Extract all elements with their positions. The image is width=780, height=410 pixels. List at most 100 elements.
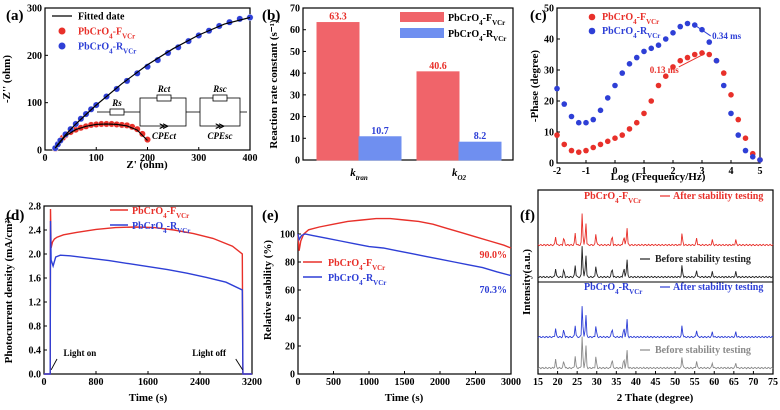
legend-blue-marker [588,27,596,35]
y-axis-label: Relative stability (%) [262,240,274,341]
x-tick-label: 45 [651,377,661,388]
x-tick-label: 2000 [430,377,450,388]
x-tick-label: 0 [43,153,48,164]
x-tick-label: 1 [642,166,647,177]
blue-data-point [662,36,669,42]
blue-data-point [757,157,763,163]
legend-rvcr: PbCrO4-RVCr [602,26,660,40]
x-tick-label: 300 [191,153,206,164]
series-line-rvcr [297,233,512,277]
x-tick-label: 3 [700,166,705,177]
x-tick-label: 20 [553,377,563,388]
x-axis-label: Time (s) [385,392,424,404]
y-tick-label: 0 [37,146,42,157]
x-axis-label: 2 Thate (degree) [617,392,694,404]
x-tick-label: 800 [89,377,104,388]
series-line-fvcr [297,217,512,251]
red-data-point [597,141,604,148]
series-line-rvcr [44,220,252,375]
x-tick-label: 2500 [466,377,486,388]
blue-data-point [561,101,568,107]
blue-data-point [597,107,604,114]
y-tick-label: 1.2 [29,298,42,309]
category-label: kO2 [452,167,467,182]
x-tick-label: 200 [140,153,155,164]
y-tick-label: 1.6 [29,274,42,285]
x-tick-label: 0 [42,377,47,388]
blue-data-point [633,54,640,61]
blue-data-point [749,154,756,160]
red-data-point [138,130,146,138]
red-data-point [554,132,560,138]
blue-data-point [641,48,647,55]
red-data-point [720,70,727,76]
y-tick-label: 20 [544,97,554,108]
x-tick-label: 25 [572,377,582,388]
legend-fvcr: PbCrO4-FVCr [602,12,659,26]
panel-label: (f) [520,208,535,224]
label-sample-rvcr: PbCrO4-RVCr [584,282,642,296]
bar-value-label: 8.2 [474,131,487,142]
y-axis-label: -Z'' (ohm) [1,55,13,103]
y-tick-label: 100 [280,230,295,241]
blue-data-point [568,113,575,120]
xrd-trace [537,336,774,370]
y-tick-label: 2.8 [29,202,42,213]
y-tick-label: 40 [544,35,554,46]
bar-rvcr [458,141,502,161]
fitted-line [54,123,148,149]
legend-fitted: Fitted date [78,12,125,23]
red-data-point [641,110,647,117]
panel-e: 0 500 1000 1500 2000 2500 3000 0 20 40 60 80 100 Time… [262,205,521,404]
legend-fvcr: PbCrO4-FVCr [448,13,505,27]
y-tick-label: 100 [27,98,42,109]
blue-data-point [583,119,589,126]
panel-label: (d) [6,208,24,224]
label-after-rvcr: After stability testing [673,282,763,293]
label-before-rvcr: Before stability testing [655,345,751,356]
legend-blue-marker [58,42,66,50]
y-tick-label: 30 [290,90,300,101]
y-axis-label: Intensity(a.u.) [521,249,533,315]
blue-data-point [677,23,684,30]
x-tick-label: 75 [768,377,778,388]
y-tick-label: 80 [285,258,295,269]
x-tick-label: 50 [670,377,680,388]
resistor-rs [109,108,125,116]
y-tick-label: 10 [290,134,300,145]
y-tick-label: 0.0 [29,370,42,381]
legend-rvcr: PbCrO4-RVCr [132,221,190,235]
x-tick-label: 30 [592,377,602,388]
annotation-arrow-blue [693,23,711,37]
blue-data-point [619,70,626,76]
category-label: ktran [350,167,368,182]
y-axis-label: -Phase (degree) [529,50,541,123]
x-tick-label: 2400 [190,377,210,388]
y-axis-label: Reaction rate constant (s⁻¹) [268,19,280,148]
x-axis-label: Time (s) [129,392,168,404]
cpe-ct-symbol: ≫ [159,121,168,131]
end-label-fvcr: 90.0% [480,250,508,261]
y-axis-label: Photocurrent density (mA/cm²) [3,216,15,363]
y-tick-label: 200 [27,51,42,62]
label-after-fvcr: After stability testing [673,191,763,202]
y-tick-label: 0.4 [29,346,42,357]
y-tick-label: 30 [544,66,554,77]
x-tick-label: 500 [326,377,341,388]
blue-data-point [713,57,720,64]
bar-rvcr [358,136,402,161]
legend-fvcr: PbCrO4-FVCr [78,27,135,41]
y-tick-label: 50 [544,4,554,15]
blue-data-point [604,95,611,101]
label-rsc: Rsc [212,84,227,94]
y-tick-label: 0 [549,159,554,170]
panel-label: (c) [530,8,547,24]
blue-data-point [648,45,655,52]
red-data-point [655,82,662,89]
x-tick-label: 60 [709,377,719,388]
legend-red-marker [588,13,596,21]
y-tick-label: 20 [290,112,300,123]
